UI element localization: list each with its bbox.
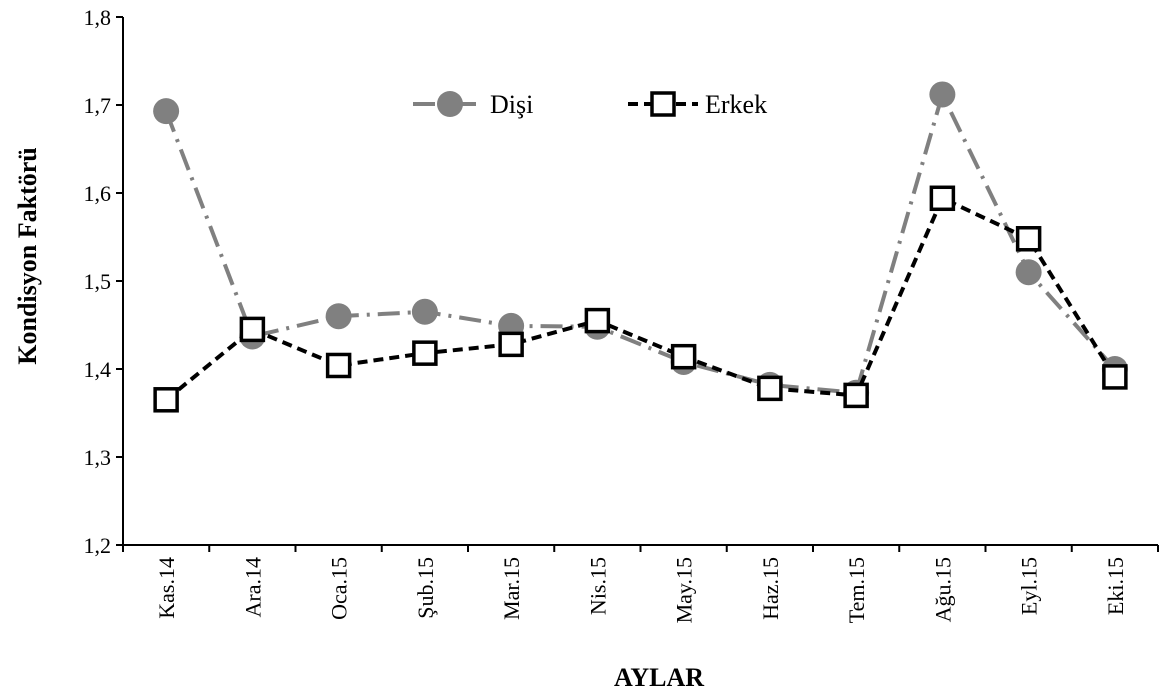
y-tick-label: 1,4 [84,357,112,382]
point-disi [411,298,438,325]
point-erkek [1102,364,1128,390]
point-erkek [153,387,179,413]
y-tick-label: 1,3 [84,445,112,470]
y-tick-label: 1,7 [84,93,112,118]
x-tick-label: Oca.15 [327,557,352,620]
point-erkek [1015,226,1042,252]
x-axis-ticks: Kas.14 Ara.14 Oca.15 Şub.15 Mar.15 Nis.15 May.… [122,545,1159,623]
x-axis-title: AYLAR [614,663,704,692]
point-disi [153,98,180,125]
x-tick-label: Kas.14 [154,557,179,619]
legend-marker-erkek [650,91,676,117]
y-tick-label: 1,5 [84,269,112,294]
legend-marker-disi [437,91,463,117]
series-layer [153,81,1128,413]
x-tick-label: Eyl.15 [1017,557,1042,615]
point-erkek [843,382,869,409]
y-axis-ticks: 1,2 1,3 1,4 1,5 1,6 1,7 1,8 [84,5,123,558]
y-axis-title: Kondisyon Faktörü [13,147,42,364]
legend: Dişi Erkek [413,90,767,119]
point-erkek [584,307,611,334]
legend-label-erkek: Erkek [705,90,767,119]
point-erkek [498,331,524,358]
point-erkek [239,316,266,343]
y-tick-label: 1,8 [84,5,112,30]
series-line-disi [164,88,1117,395]
point-disi [1015,259,1042,286]
point-erkek [670,343,697,370]
legend-label-disi: Dişi [490,90,533,119]
point-erkek [757,375,783,402]
x-tick-label: Şub.15 [413,557,438,619]
point-disi [325,303,352,330]
point-erkek [929,185,956,212]
x-tick-label: Nis.15 [585,557,610,615]
point-disi [929,81,956,108]
y-tick-label: 1,2 [84,533,112,558]
point-erkek [412,340,438,366]
x-tick-label: Ara.14 [240,557,265,617]
series-line-erkek [164,195,1117,402]
point-erkek [325,352,352,379]
x-tick-label: May.15 [672,557,697,623]
x-tick-label: Ağu.15 [930,557,955,622]
x-tick-label: Eki.15 [1103,557,1128,615]
x-tick-label: Mar.15 [499,557,524,620]
x-tick-label: Tem.15 [844,557,869,623]
x-tick-label: Haz.15 [758,557,783,620]
y-tick-label: 1,6 [84,181,112,206]
